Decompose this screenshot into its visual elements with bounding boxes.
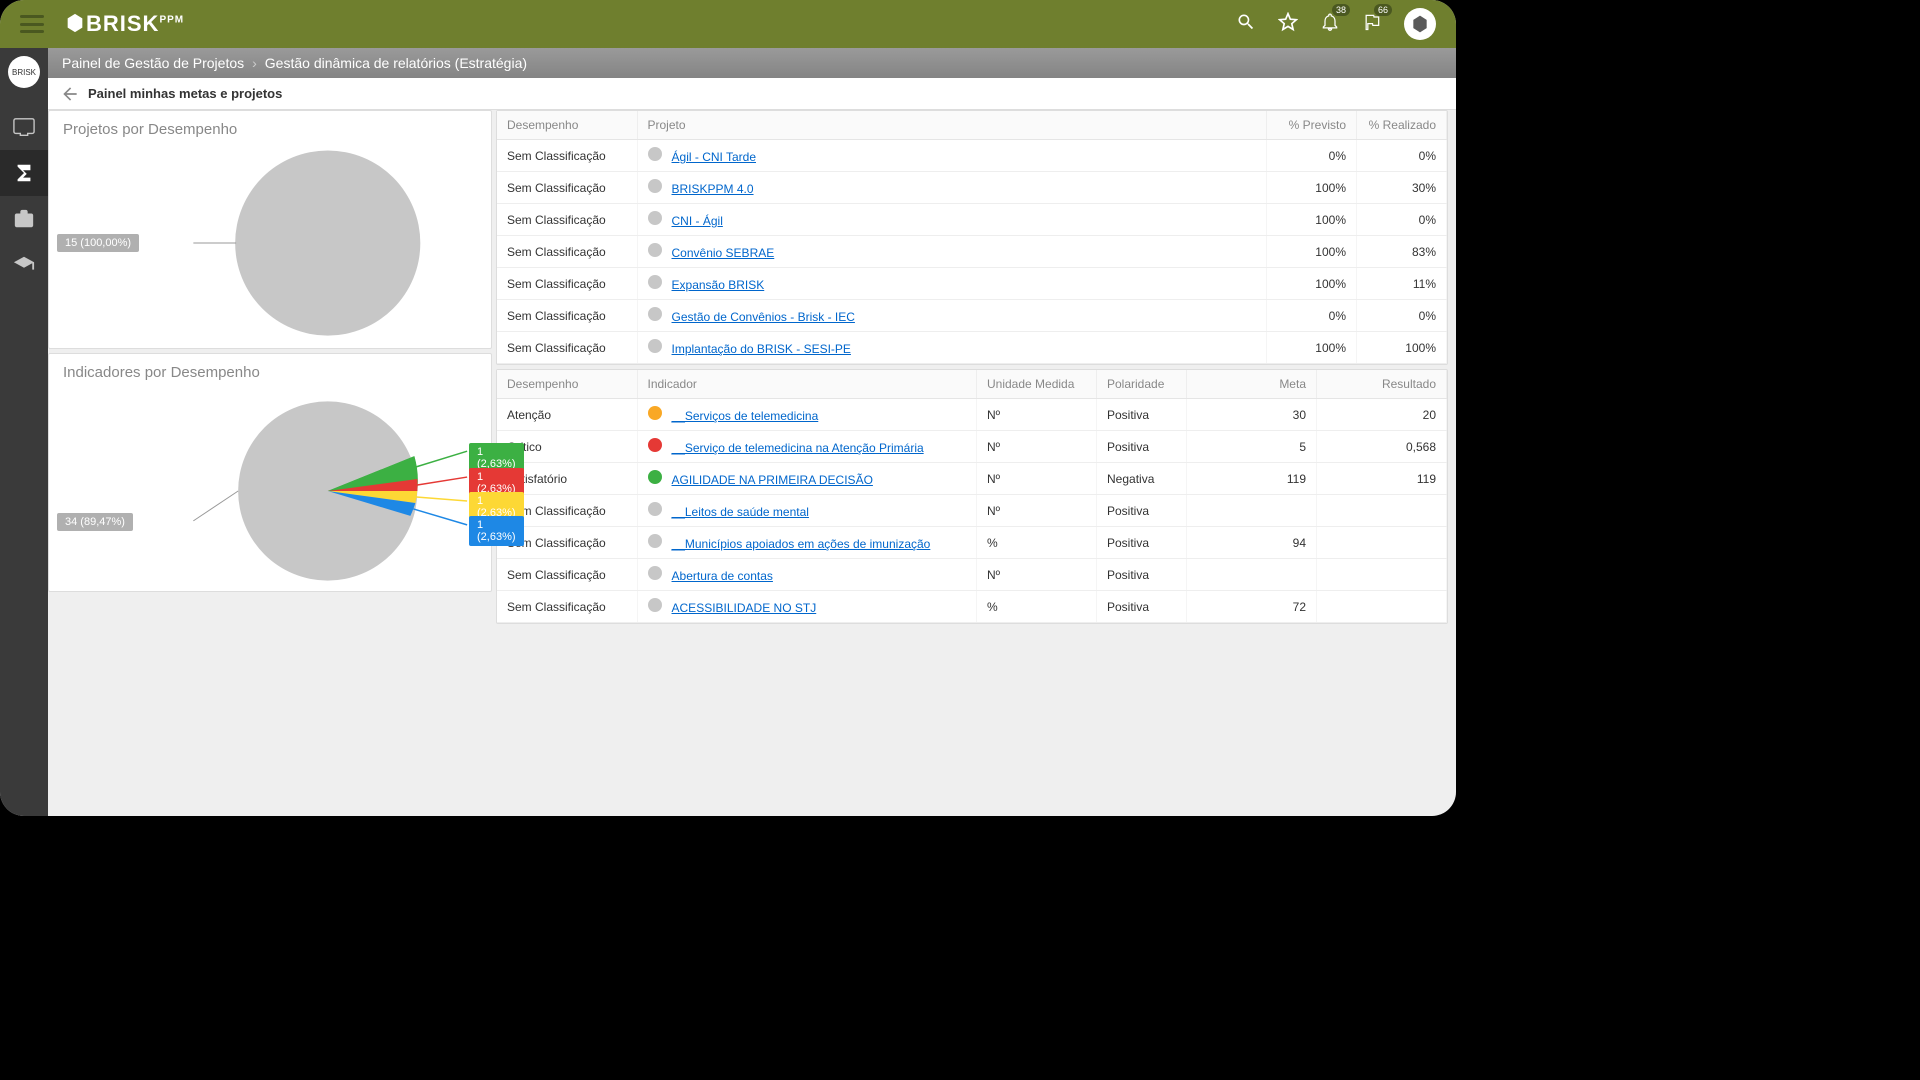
t2-h5: Meta	[1187, 370, 1317, 399]
indicator-link[interactable]: AGILIDADE NA PRIMEIRA DECISÃO	[672, 473, 873, 487]
table-row: Crítico __Serviço de telemedicina na Ate…	[497, 431, 1447, 463]
t1-h4: % Realizado	[1357, 111, 1447, 140]
t2-h6: Resultado	[1317, 370, 1447, 399]
project-link[interactable]: Ágil - CNI Tarde	[672, 150, 756, 164]
status-dot	[648, 502, 662, 516]
table-row: Atenção __Serviços de telemedicina Nº Po…	[497, 399, 1447, 431]
side-logo[interactable]: BRISK	[8, 56, 40, 88]
table-projetos: Desempenho Projeto % Previsto % Realizad…	[496, 110, 1448, 365]
project-link[interactable]: Implantação do BRISK - SESI-PE	[672, 342, 851, 356]
chart2-slice-blue: 1 (2,63%)	[469, 516, 524, 546]
indicator-link[interactable]: __Leitos de saúde mental	[672, 505, 809, 519]
nav-portfolio[interactable]	[0, 196, 48, 242]
t2-h1: Desempenho	[497, 370, 637, 399]
breadcrumb-item-1[interactable]: Painel de Gestão de Projetos	[62, 55, 244, 71]
project-link[interactable]: Expansão BRISK	[672, 278, 765, 292]
chart2-area: 34 (89,47%) 1 (2,63%) 1 (2,63%) 1 (2,63%…	[49, 391, 491, 591]
project-link[interactable]: BRISKPPM 4.0	[672, 182, 754, 196]
table-row: Sem Classificação ACESSIBILIDADE NO STJ …	[497, 591, 1447, 623]
logo: BRISKPPM	[64, 11, 184, 37]
indicator-link[interactable]: __Municípios apoiados em ações de imuniz…	[672, 537, 931, 551]
star-icon[interactable]	[1278, 12, 1298, 37]
top-bar: BRISKPPM 38 66	[0, 0, 1456, 48]
search-icon[interactable]	[1236, 12, 1256, 37]
status-dot	[648, 406, 662, 420]
status-dot	[648, 243, 662, 257]
table-indicadores: Desempenho Indicador Unidade Medida Pola…	[496, 369, 1448, 624]
indicator-link[interactable]: __Serviço de telemedicina na Atenção Pri…	[672, 441, 924, 455]
flag-icon[interactable]: 66	[1362, 12, 1382, 37]
notification-badge: 38	[1332, 4, 1350, 16]
status-dot	[648, 307, 662, 321]
t2-h3: Unidade Medida	[977, 370, 1097, 399]
table-row: Sem Classificação Expansão BRISK 100% 11…	[497, 268, 1447, 300]
chart1-area: 15 (100,00%)	[49, 148, 491, 348]
t1-h2: Projeto	[637, 111, 1267, 140]
page-title: Painel minhas metas e projetos	[88, 86, 282, 101]
avatar[interactable]	[1404, 8, 1436, 40]
breadcrumb-item-2[interactable]: Gestão dinâmica de relatórios (Estratégi…	[265, 55, 527, 71]
status-dot	[648, 211, 662, 225]
status-dot	[648, 179, 662, 193]
nav-education[interactable]	[0, 242, 48, 288]
sub-header: Painel minhas metas e projetos	[48, 78, 1456, 110]
nav-monitor[interactable]	[0, 104, 48, 150]
indicator-link[interactable]: __Serviços de telemedicina	[672, 409, 819, 423]
table-row: Sem Classificação Implantação do BRISK -…	[497, 332, 1447, 364]
indicator-link[interactable]: Abertura de contas	[672, 569, 773, 583]
status-dot	[648, 275, 662, 289]
status-dot	[648, 534, 662, 548]
breadcrumb: Painel de Gestão de Projetos › Gestão di…	[0, 48, 1456, 78]
table-row: Sem Classificação Convênio SEBRAE 100% 8…	[497, 236, 1447, 268]
status-dot	[648, 339, 662, 353]
t2-h4: Polaridade	[1097, 370, 1187, 399]
chart1-title: Projetos por Desempenho	[49, 111, 491, 148]
flag-badge: 66	[1374, 4, 1392, 16]
nav-strategy[interactable]	[0, 150, 48, 196]
status-dot	[648, 147, 662, 161]
table-row: Sem Classificação Ágil - CNI Tarde 0% 0%	[497, 140, 1447, 172]
status-dot	[648, 598, 662, 612]
hamburger-menu[interactable]	[20, 15, 44, 33]
status-dot	[648, 438, 662, 452]
project-link[interactable]: Convênio SEBRAE	[672, 246, 775, 260]
table-row: Sem Classificação Abertura de contas Nº …	[497, 559, 1447, 591]
back-arrow-icon[interactable]	[60, 84, 80, 104]
table-row: Sem Classificação Gestão de Convênios - …	[497, 300, 1447, 332]
status-dot	[648, 566, 662, 580]
status-dot	[648, 470, 662, 484]
chart1-label: 15 (100,00%)	[57, 234, 139, 252]
t2-h2: Indicador	[637, 370, 977, 399]
table-row: Satisfatório AGILIDADE NA PRIMEIRA DECIS…	[497, 463, 1447, 495]
indicator-link[interactable]: ACESSIBILIDADE NO STJ	[672, 601, 817, 615]
side-nav: BRISK	[0, 48, 48, 816]
table-row: Sem Classificação BRISKPPM 4.0 100% 30%	[497, 172, 1447, 204]
t1-h3: % Previsto	[1267, 111, 1357, 140]
table-row: Sem Classificação CNI - Ágil 100% 0%	[497, 204, 1447, 236]
t1-h1: Desempenho	[497, 111, 637, 140]
project-link[interactable]: CNI - Ágil	[672, 214, 723, 228]
bell-icon[interactable]: 38	[1320, 12, 1340, 37]
chart-projetos-card: Projetos por Desempenho 15 (100,00%)	[48, 110, 492, 349]
table-row: Sem Classificação __Leitos de saúde ment…	[497, 495, 1447, 527]
chart-indicadores-card: Indicadores por Desempenho	[48, 353, 492, 592]
project-link[interactable]: Gestão de Convênios - Brisk - IEC	[672, 310, 855, 324]
chart2-title: Indicadores por Desempenho	[49, 354, 491, 391]
table-row: Sem Classificação __Municípios apoiados …	[497, 527, 1447, 559]
chart2-main-label: 34 (89,47%)	[57, 513, 133, 531]
